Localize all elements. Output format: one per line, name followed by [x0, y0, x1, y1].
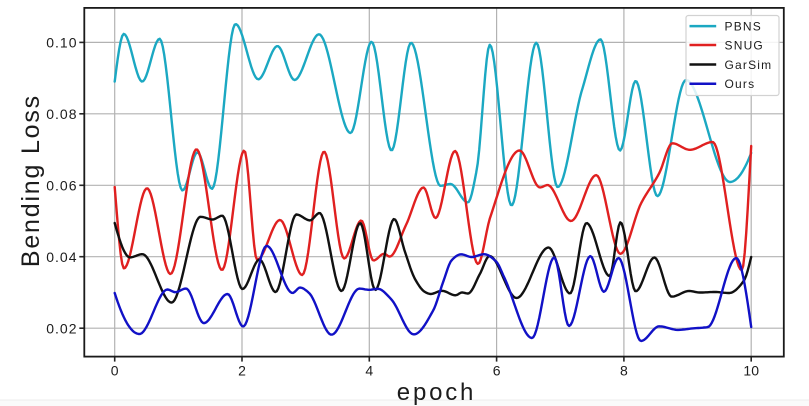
- svg-text:0.10: 0.10: [46, 35, 77, 51]
- svg-text:8: 8: [620, 363, 628, 379]
- svg-text:Bending Loss: Bending Loss: [17, 94, 45, 267]
- svg-text:epoch: epoch: [397, 379, 476, 406]
- svg-text:10: 10: [743, 363, 759, 379]
- svg-text:0.06: 0.06: [46, 178, 77, 194]
- svg-text:Ours: Ours: [725, 77, 756, 91]
- svg-text:4: 4: [365, 363, 373, 379]
- svg-text:SNUG: SNUG: [725, 38, 764, 52]
- svg-text:6: 6: [493, 363, 501, 379]
- svg-text:PBNS: PBNS: [725, 20, 762, 34]
- svg-text:0: 0: [111, 363, 119, 379]
- svg-text:0.08: 0.08: [46, 106, 77, 122]
- svg-text:2: 2: [238, 363, 246, 379]
- svg-text:0.04: 0.04: [46, 249, 77, 265]
- svg-text:0.02: 0.02: [46, 320, 77, 336]
- svg-text:GarSim: GarSim: [725, 58, 773, 72]
